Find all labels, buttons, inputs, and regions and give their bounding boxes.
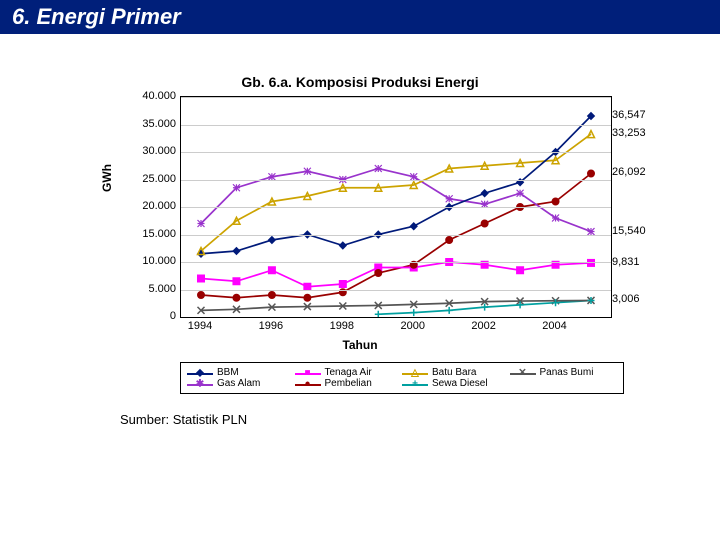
legend-label: Pembelian <box>325 378 372 389</box>
series-end-label: 3,006 <box>612 293 640 305</box>
y-tick: 5.000 <box>148 283 176 295</box>
legend-item: ◆BBM <box>187 367 295 378</box>
chart-title: Gb. 6.a. Komposisi Produksi Energi <box>110 74 610 90</box>
legend-item: +Sewa Diesel <box>402 378 510 389</box>
y-tick: 25.000 <box>142 173 176 185</box>
y-tick: 40.000 <box>142 90 176 102</box>
legend-label: Panas Bumi <box>540 367 594 378</box>
legend-label: Sewa Diesel <box>432 378 488 389</box>
y-tick: 20.000 <box>142 200 176 212</box>
legend-item: ✕Panas Bumi <box>510 367 618 378</box>
x-tick: 2004 <box>542 320 566 332</box>
x-tick: 2002 <box>471 320 495 332</box>
x-tick: 1994 <box>188 320 212 332</box>
y-axis: GWh 05.00010.00015.00020.00025.00030.000… <box>110 96 180 316</box>
x-tick: 1998 <box>330 320 354 332</box>
chart-container: Gb. 6.a. Komposisi Produksi Energi GWh 0… <box>110 74 610 394</box>
legend-item: ●Pembelian <box>295 378 403 389</box>
y-tick: 35.000 <box>142 118 176 130</box>
legend-label: Batu Bara <box>432 367 476 378</box>
series-end-label: 9,831 <box>612 256 640 268</box>
legend-item: ✱Gas Alam <box>187 378 295 389</box>
y-tick: 15.000 <box>142 228 176 240</box>
legend-item: ■Tenaga Air <box>295 367 403 378</box>
y-tick: 30.000 <box>142 145 176 157</box>
y-axis-label: GWh <box>100 164 114 192</box>
x-axis-label: Tahun <box>110 338 610 352</box>
plot-area <box>180 96 612 318</box>
legend-label: Gas Alam <box>217 378 260 389</box>
x-tick: 1996 <box>259 320 283 332</box>
series-end-label: 26,092 <box>612 166 646 178</box>
x-axis: 1994 1996 1998 2000 2002 2004 <box>180 318 610 334</box>
source-text: Sumber: Statistik PLN <box>120 412 720 427</box>
page-title: 6. Energi Primer <box>12 4 181 29</box>
legend: ◆BBM■Tenaga Air△Batu Bara✕Panas Bumi ✱Gas… <box>180 362 624 394</box>
series-end-label: 36,547 <box>612 109 646 121</box>
legend-label: BBM <box>217 367 239 378</box>
y-tick: 0 <box>170 310 176 322</box>
legend-item: △Batu Bara <box>402 367 510 378</box>
legend-label: Tenaga Air <box>325 367 372 378</box>
series-end-label: 33,253 <box>612 127 646 139</box>
header-bar: 6. Energi Primer <box>0 0 720 34</box>
series-end-label: 15,540 <box>612 225 646 237</box>
x-tick: 2000 <box>400 320 424 332</box>
y-tick: 10.000 <box>142 255 176 267</box>
